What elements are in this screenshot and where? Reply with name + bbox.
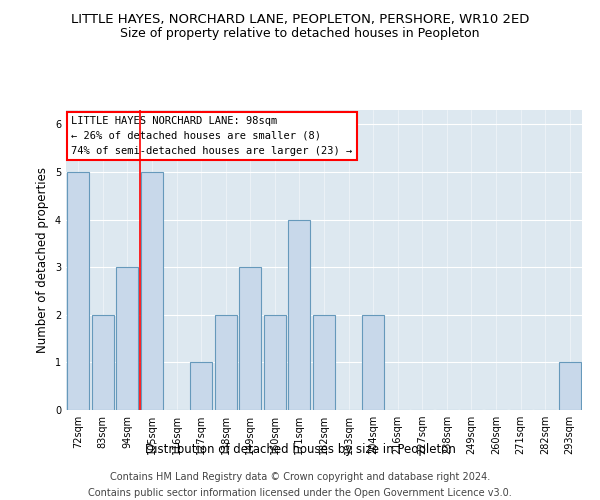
Bar [362, 315, 384, 410]
Bar [141, 172, 163, 410]
Text: Contains HM Land Registry data © Crown copyright and database right 2024.: Contains HM Land Registry data © Crown c… [110, 472, 490, 482]
Text: Size of property relative to detached houses in Peopleton: Size of property relative to detached ho… [120, 28, 480, 40]
Bar [92, 315, 114, 410]
Bar [190, 362, 212, 410]
Text: Distribution of detached houses by size in Peopleton: Distribution of detached houses by size … [145, 442, 455, 456]
Bar [116, 267, 139, 410]
Text: LITTLE HAYES, NORCHARD LANE, PEOPLETON, PERSHORE, WR10 2ED: LITTLE HAYES, NORCHARD LANE, PEOPLETON, … [71, 12, 529, 26]
Bar [289, 220, 310, 410]
Text: Contains public sector information licensed under the Open Government Licence v3: Contains public sector information licen… [88, 488, 512, 498]
Bar [215, 315, 237, 410]
Y-axis label: Number of detached properties: Number of detached properties [37, 167, 49, 353]
Bar [313, 315, 335, 410]
Bar [559, 362, 581, 410]
Text: LITTLE HAYES NORCHARD LANE: 98sqm
← 26% of detached houses are smaller (8)
74% o: LITTLE HAYES NORCHARD LANE: 98sqm ← 26% … [71, 116, 352, 156]
Bar [239, 267, 262, 410]
Bar [67, 172, 89, 410]
Bar [264, 315, 286, 410]
